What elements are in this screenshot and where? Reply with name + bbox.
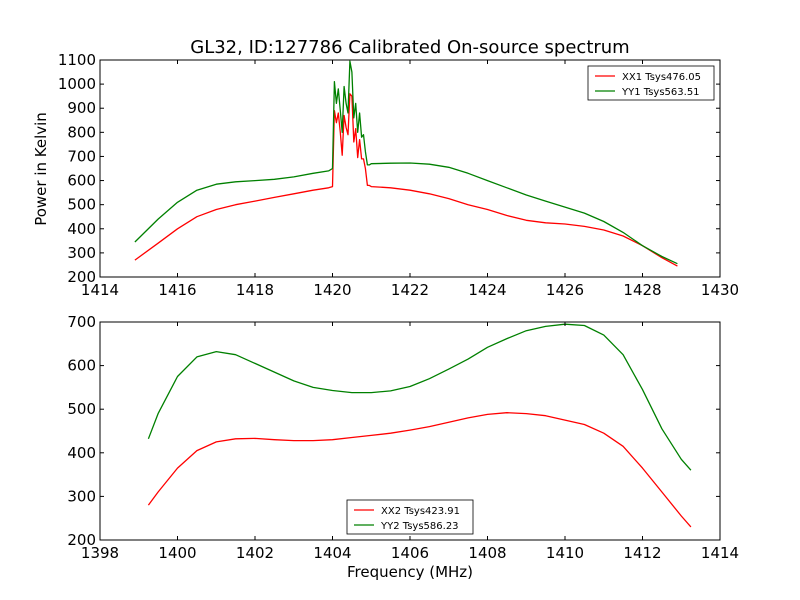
y-tick-label: 600 bbox=[67, 357, 96, 375]
x-tick-label: 1414 bbox=[81, 281, 119, 299]
x-tick-label: 1400 bbox=[158, 544, 196, 562]
x-tick-label: 1422 bbox=[391, 281, 429, 299]
legend-box bbox=[346, 499, 474, 535]
legend-1: XX1 Tsys476.05 YY1 Tsys563.51 bbox=[587, 65, 715, 101]
series-line-2-2 bbox=[147, 323, 692, 471]
x-tick-label: 1398 bbox=[81, 544, 119, 562]
y-tick-label: 500 bbox=[67, 196, 96, 214]
y-tick-label: 400 bbox=[67, 444, 96, 462]
x-tick-label: 1418 bbox=[236, 281, 274, 299]
y-tick-label: 200 bbox=[67, 268, 96, 286]
y-tick-label: 900 bbox=[67, 99, 96, 117]
subplot-2: 1398 1400 1402 1404 1406 1408 1410 1412 1414 200 3… bbox=[67, 313, 739, 562]
legend-2: XX2 Tsys423.91 YY2 Tsys586.23 bbox=[346, 499, 474, 535]
y-tick-label: 1000 bbox=[58, 75, 96, 93]
x-tick-label: 1424 bbox=[468, 281, 506, 299]
y-tick-label: 400 bbox=[67, 220, 96, 238]
x-tick-label: 1426 bbox=[546, 281, 584, 299]
x-tick-label: 1430 bbox=[701, 281, 739, 299]
x-tick-label: 1414 bbox=[701, 544, 739, 562]
legend-entry-label: YY2 Tsys586.23 bbox=[380, 521, 459, 532]
y-tick-label: 300 bbox=[67, 487, 96, 505]
y-tick-label: 700 bbox=[67, 147, 96, 165]
x-axis-label: Frequency (MHz) bbox=[347, 563, 473, 581]
y-tick-label: 500 bbox=[67, 400, 96, 418]
series-line-2-1 bbox=[147, 412, 692, 528]
subplot-1: 1414 1416 1418 1420 1422 1424 1426 1428 1430 200 3… bbox=[58, 51, 739, 299]
y-tick-label: 800 bbox=[67, 123, 96, 141]
x-tick-label: 1416 bbox=[158, 281, 196, 299]
legend-box bbox=[587, 65, 715, 101]
y-tick-label: 300 bbox=[67, 244, 96, 262]
x-tick-label: 1420 bbox=[313, 281, 351, 299]
series-line-1-1 bbox=[134, 93, 678, 267]
legend-entry-label: XX1 Tsys476.05 bbox=[622, 72, 701, 83]
x-tick-label: 1412 bbox=[623, 544, 661, 562]
legend-entry-label: XX2 Tsys423.91 bbox=[381, 506, 460, 517]
y-tick-label: 1100 bbox=[58, 51, 96, 69]
figure-title: GL32, ID:127786 Calibrated On-source spe… bbox=[190, 37, 629, 58]
plots-layer: 1414 1416 1418 1420 1422 1424 1426 1428 1430 200 3… bbox=[58, 51, 739, 562]
x-tick-label: 1402 bbox=[236, 544, 274, 562]
y-tick-label: 700 bbox=[67, 313, 96, 331]
x-tick-label: 1404 bbox=[313, 544, 351, 562]
x-tick-label: 1408 bbox=[468, 544, 506, 562]
y-tick-label: 600 bbox=[67, 172, 96, 190]
y-tick-label: 200 bbox=[67, 531, 96, 549]
x-tick-label: 1406 bbox=[391, 544, 429, 562]
legend-entry-label: YY1 Tsys563.51 bbox=[621, 87, 700, 98]
x-tick-label: 1428 bbox=[623, 281, 661, 299]
x-tick-label: 1410 bbox=[546, 544, 584, 562]
series-line-1-2 bbox=[134, 60, 678, 265]
y-axis-label: Power in Kelvin bbox=[32, 112, 50, 226]
